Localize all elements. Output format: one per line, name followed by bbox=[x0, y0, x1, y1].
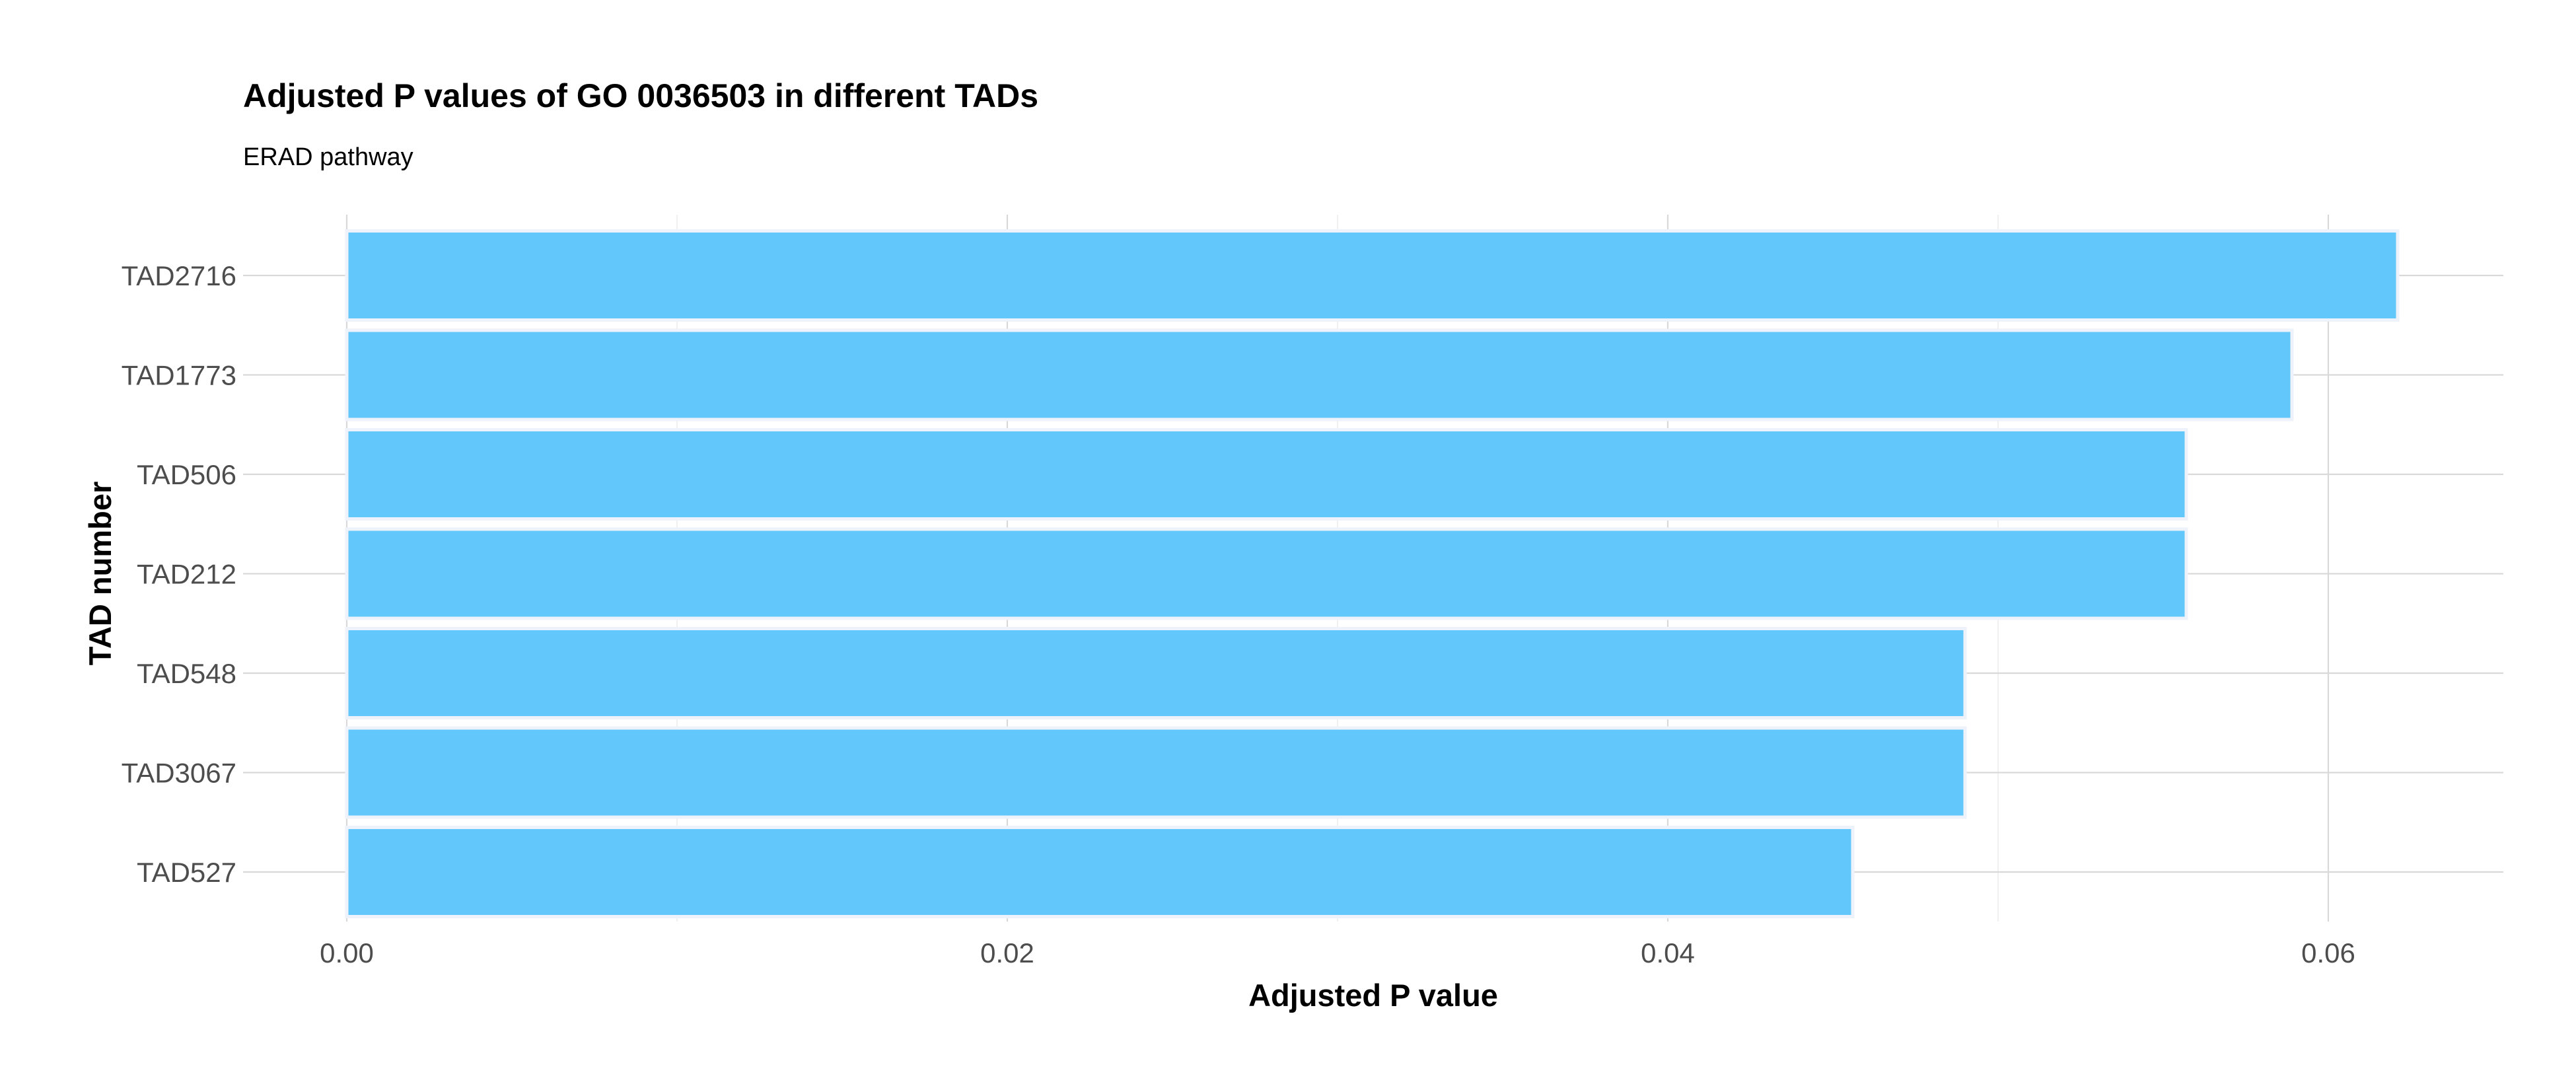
bar-tad1773 bbox=[345, 328, 2294, 421]
y-tick-label: TAD506 bbox=[137, 459, 236, 490]
bar-tad527 bbox=[345, 826, 1855, 918]
x-tick-label: 0.02 bbox=[980, 937, 1034, 968]
x-tick-label: 0.04 bbox=[1641, 937, 1695, 968]
y-axis-tick-labels: TAD2716 TAD1773 TAD506 TAD212 TAD548 TAD3067 T… bbox=[122, 260, 236, 888]
x-axis-tick-labels: 0.00 0.02 0.04 0.06 bbox=[320, 937, 2355, 968]
y-tick-label: TAD2716 bbox=[122, 260, 236, 291]
bar-tad212 bbox=[345, 527, 2188, 620]
y-tick-label: TAD1773 bbox=[122, 360, 236, 391]
chart-subtitle: ERAD pathway bbox=[243, 143, 413, 171]
bar-tad2716 bbox=[345, 229, 2400, 322]
bars bbox=[345, 229, 2400, 918]
y-tick-label: TAD548 bbox=[137, 658, 236, 689]
chart-title: Adjusted P values of GO 0036503 in diffe… bbox=[243, 77, 1038, 114]
y-axis-title: TAD number bbox=[83, 482, 118, 666]
y-tick-label: TAD212 bbox=[137, 559, 236, 590]
bar-tad548 bbox=[345, 627, 1967, 719]
bar-tad506 bbox=[345, 428, 2188, 521]
x-tick-label: 0.00 bbox=[320, 937, 374, 968]
y-tick-label: TAD3067 bbox=[122, 758, 236, 789]
bar-tad3067 bbox=[345, 726, 1967, 819]
x-tick-label: 0.06 bbox=[2301, 937, 2355, 968]
y-tick-label: TAD527 bbox=[137, 857, 236, 888]
x-axis-title: Adjusted P value bbox=[1248, 978, 1498, 1013]
